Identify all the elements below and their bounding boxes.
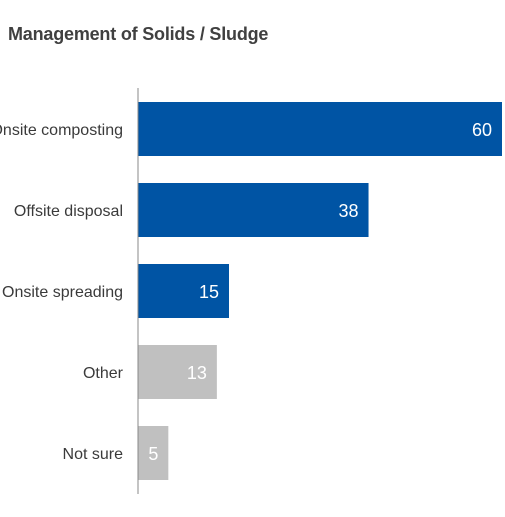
category-label: Not sure — [63, 446, 124, 463]
category-label: Other — [83, 365, 124, 382]
bar-onsite-spreading — [138, 264, 229, 318]
bar-onsite-composting — [138, 102, 502, 156]
value-label: 60 — [472, 120, 492, 140]
bar-not-sure — [138, 426, 169, 480]
value-label: 13 — [187, 363, 207, 383]
category-label: Onsite spreading — [2, 284, 123, 301]
labels-layer: Onsite composting 60 Offsite disposal 38 Ons… — [0, 120, 492, 464]
value-label: 15 — [199, 282, 219, 302]
category-label: Onsite composting — [0, 122, 123, 139]
chart-title: Management of Solids / Sludge — [8, 24, 269, 44]
value-label: 38 — [339, 201, 359, 221]
category-label: Offsite disposal — [14, 203, 123, 220]
bars-layer — [138, 102, 502, 480]
value-label: 5 — [148, 444, 158, 464]
bar-offsite-disposal — [138, 183, 369, 237]
bar-other — [138, 345, 217, 399]
